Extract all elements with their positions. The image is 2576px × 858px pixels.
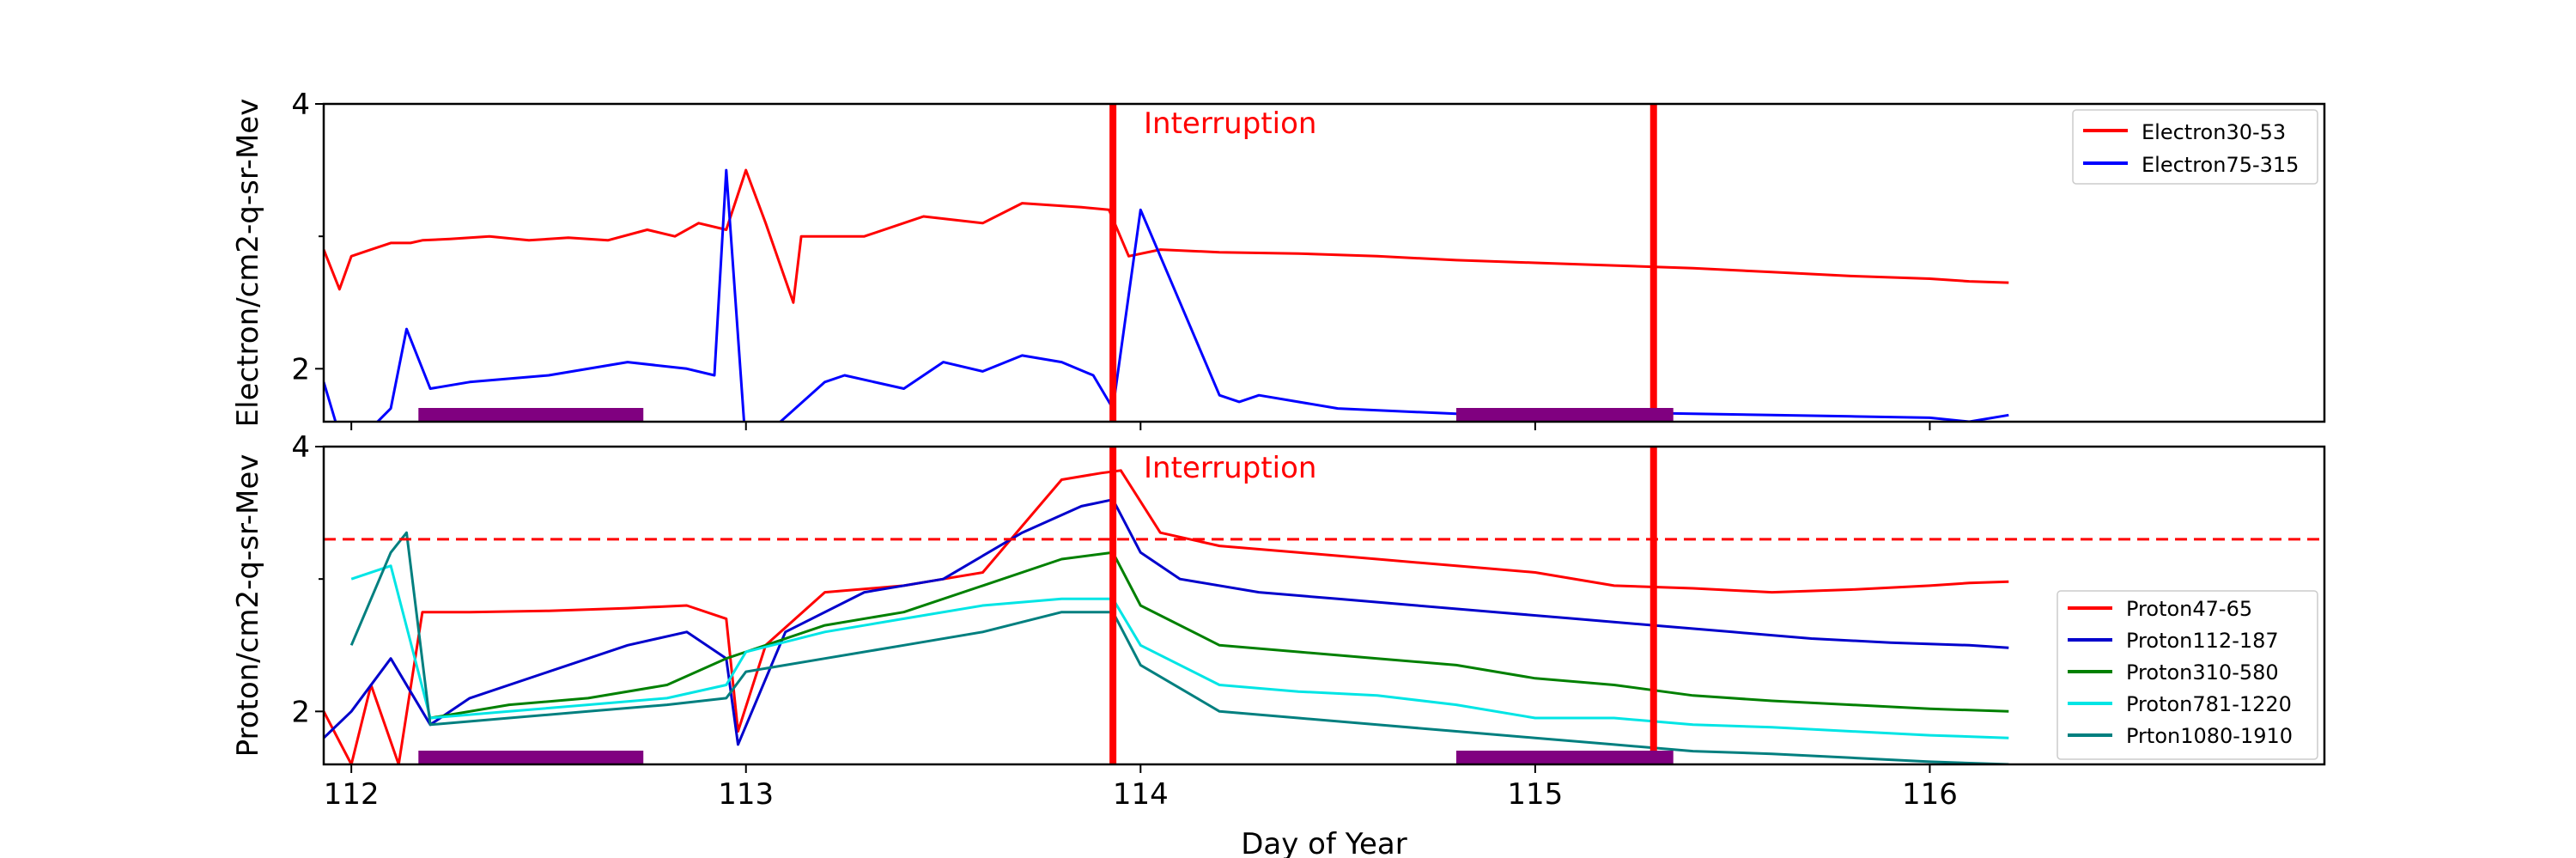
purple-bar-1 [418, 408, 644, 422]
legend-label-proton310-580: Proton310-580 [2126, 660, 2279, 685]
purple-bar-2 [1455, 408, 1674, 422]
proton-panel: 2 4 112 113 114 115 116 Interruption Proton/c… [231, 430, 2326, 812]
proton-ylabel: Proton/cm2-q-sr-Mev [231, 454, 265, 758]
series-line-proton47-65 [324, 469, 2009, 764]
electron-plot-area [324, 104, 2324, 422]
xtick-label: 114 [1113, 777, 1169, 812]
purple-bar-2 [1455, 751, 1674, 764]
electron-interruption-label: Interruption [1144, 106, 1316, 141]
legend-label-electron30-53: Electron30-53 [2142, 120, 2286, 144]
ytick-label: 2 [291, 695, 310, 729]
series-line-proton112-187 [324, 498, 2009, 746]
legend-label-proton47-65: Proton47-65 [2126, 597, 2252, 621]
xtick-label: 116 [1902, 777, 1958, 812]
xaxis-label: Day of Year [1241, 827, 1407, 858]
series-line-proton310-580 [429, 551, 2009, 720]
legend-label-proton781-1220: Proton781-1220 [2126, 692, 2292, 716]
xtick-label: 113 [718, 777, 774, 812]
series-line-electron30-53 [324, 168, 2009, 304]
ytick-label: 4 [291, 88, 310, 122]
proton-plot-area [324, 447, 2324, 764]
proton-interruption-label: Interruption [1144, 451, 1316, 485]
ytick-label: 2 [291, 352, 310, 386]
proton-plot-frame [322, 445, 2326, 766]
legend-label-prton1080-1910: Prton1080-1910 [2126, 724, 2293, 748]
legend-label-electron75-315: Electron75-315 [2142, 153, 2299, 177]
ytick-label: 4 [291, 430, 310, 465]
proton-legend: Proton47-65 Proton112-187 Proton310-580 … [2057, 590, 2318, 760]
xtick-label: 115 [1507, 777, 1563, 812]
xtick-label: 112 [324, 777, 380, 812]
electron-panel: 2 4 Interruption Electron/cm2-q-sr-Mev El… [231, 88, 2326, 430]
electron-plot-frame [322, 102, 2326, 423]
electron-legend: Electron30-53 Electron75-315 [2072, 109, 2318, 185]
series-line-prton1080-1910 [349, 531, 2009, 764]
purple-bar-1 [418, 751, 644, 764]
legend-label-proton112-187: Proton112-187 [2126, 629, 2279, 653]
electron-ylabel: Electron/cm2-q-sr-Mev [231, 99, 265, 428]
